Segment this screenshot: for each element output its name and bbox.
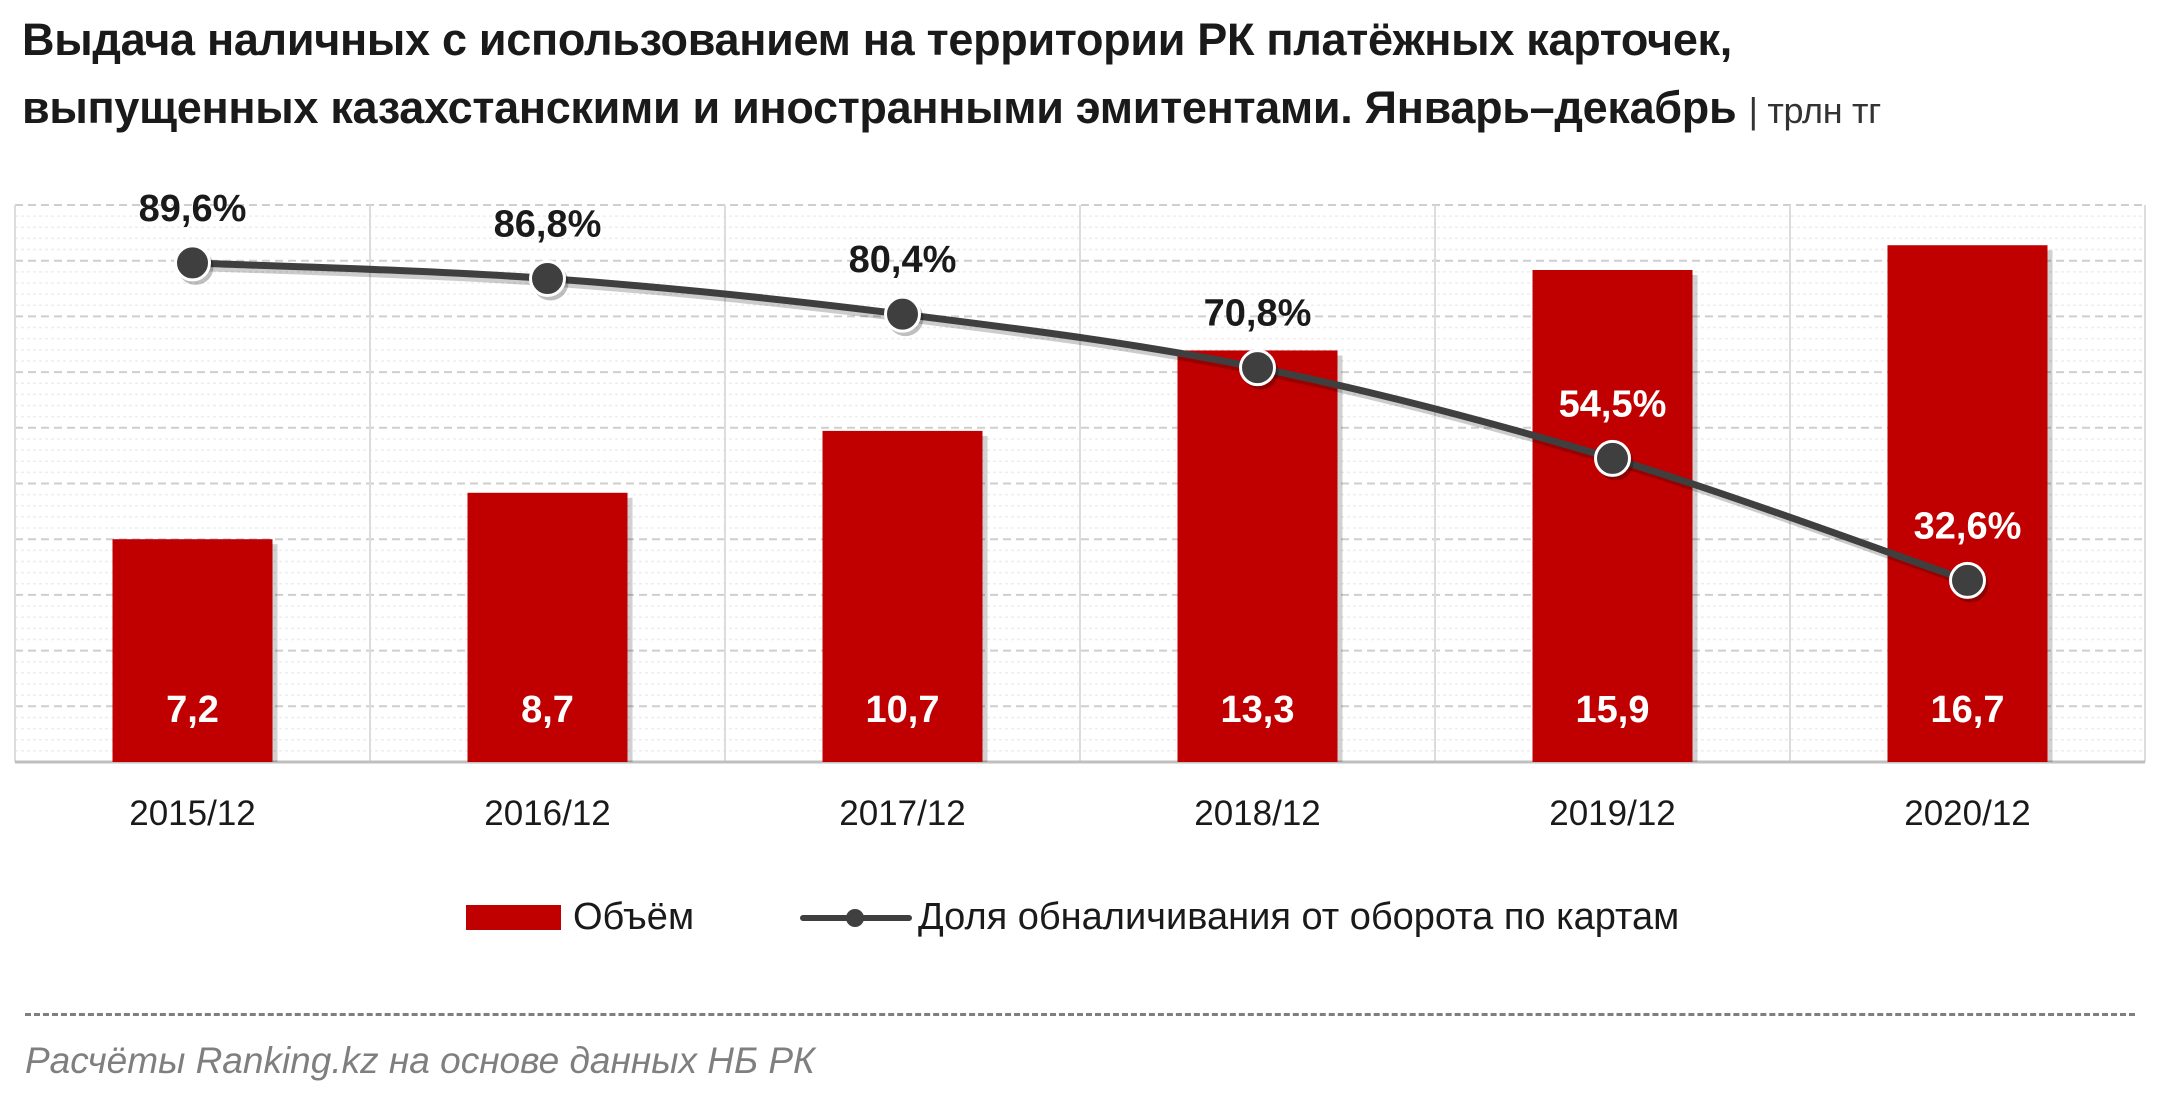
- legend-label-volume: Объём: [573, 895, 695, 938]
- chart-title: Выдача наличных с использованием на терр…: [22, 6, 2142, 145]
- line-marker: [884, 295, 921, 333]
- line-value-label: 89,6%: [139, 188, 247, 230]
- line-marker: [1594, 439, 1631, 477]
- line-value-label: 70,8%: [1204, 293, 1312, 335]
- bar-value-label: 7,2: [166, 689, 219, 731]
- x-tick-label: 2017/12: [839, 794, 966, 833]
- line-value-label: 54,5%: [1559, 383, 1667, 425]
- line-value-label: 80,4%: [849, 239, 957, 281]
- bar-value-label: 15,9: [1576, 689, 1650, 731]
- chart-title-line-1: Выдача наличных с использованием на терр…: [22, 14, 1732, 65]
- bar-value-label: 8,7: [521, 689, 574, 731]
- chart-title-line-2: выпущенных казахстанскими и иностранными…: [22, 74, 2142, 145]
- line-path: [189, 259, 1971, 584]
- line-value-label: 32,6%: [1914, 505, 2022, 547]
- source-note: Расчёты Ranking.kz на основе данных НБ Р…: [25, 1040, 815, 1081]
- line-value-label: 86,8%: [494, 204, 602, 246]
- chart-title-line-2-text: выпущенных казахстанскими и иностранными…: [22, 82, 1737, 133]
- line-series: [174, 244, 1989, 603]
- line-marker: [1949, 561, 1986, 599]
- bar-value-label: 10,7: [866, 689, 940, 731]
- x-tick-label: 2020/12: [1904, 794, 2031, 833]
- line-marker: [174, 244, 211, 282]
- x-tick-label: 2015/12: [129, 794, 256, 833]
- legend-bar-swatch: [466, 904, 561, 930]
- x-axis-tick-labels: 2015/12 2016/12 2017/12 2018/12 2019/12 2020/…: [129, 794, 2031, 833]
- bar-2019/12: [1532, 269, 1693, 762]
- combo-chart: 7,2 8,7 10,7 13,3 15,9 16,7 89,6% 86,8% 80,4% 70…: [14, 188, 2146, 833]
- legend-item-share: Доля обналичивания от оборота по картам: [800, 887, 1679, 947]
- bar-2016/12: [467, 492, 628, 762]
- bar-value-label: 16,7: [1931, 689, 2005, 731]
- x-tick-label: 2018/12: [1194, 794, 1321, 833]
- chart-legend: Объём Доля обналичивания от оборота по к…: [0, 887, 2160, 947]
- x-tick-label: 2019/12: [1549, 794, 1676, 833]
- x-tick-label: 2016/12: [484, 794, 611, 833]
- bar-series: [112, 245, 2053, 762]
- line-value-labels: 89,6% 86,8% 80,4% 70,8% 54,5% 32,6%: [139, 188, 2022, 547]
- line-marker: [529, 260, 566, 298]
- line-marker: [1239, 349, 1276, 387]
- legend-line-swatch: [800, 905, 912, 930]
- bar-2015/12: [112, 539, 273, 762]
- legend-label-share: Доля обналичивания от оборота по картам: [918, 895, 1680, 938]
- bar-2020/12: [1887, 245, 2048, 762]
- chart-gridlines: [14, 204, 2146, 764]
- legend-item-volume: Объём: [466, 887, 694, 947]
- bar-2018/12: [1177, 350, 1338, 762]
- bar-2017/12: [822, 430, 983, 762]
- chart-unit-label: | трлн тг: [1748, 90, 1882, 131]
- footer-divider: [25, 1013, 2135, 1016]
- bar-value-label: 13,3: [1221, 689, 1295, 731]
- bar-value-labels: 7,2 8,7 10,7 13,3 15,9 16,7: [166, 689, 2004, 731]
